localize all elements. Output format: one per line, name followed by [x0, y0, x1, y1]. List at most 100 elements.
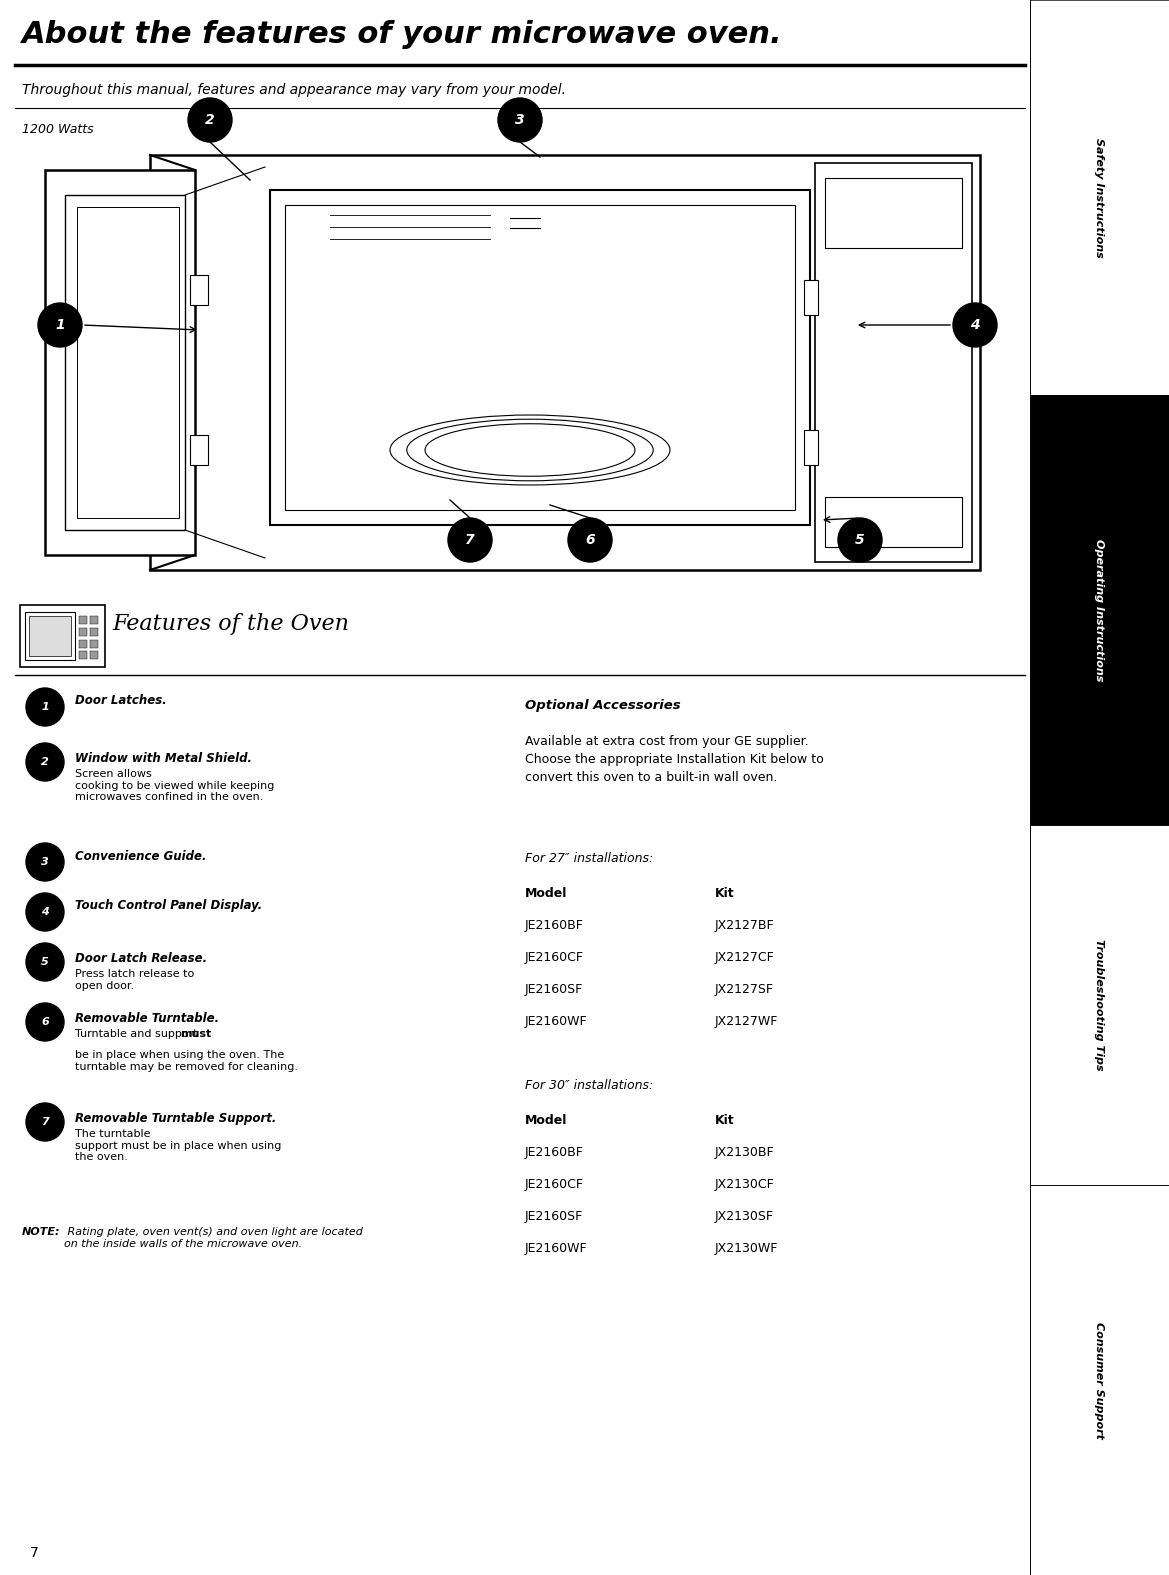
Text: 5: 5 — [856, 532, 865, 547]
Text: Window with Metal Shield.: Window with Metal Shield. — [75, 751, 253, 765]
Bar — [20, 605, 105, 666]
Text: 3: 3 — [516, 113, 525, 128]
Text: Rating plate, oven vent(s) and oven light are located
on the inside walls of the: Rating plate, oven vent(s) and oven ligh… — [64, 1227, 362, 1249]
Text: JE2160SF: JE2160SF — [525, 1210, 583, 1224]
Bar — [1030, 1184, 1169, 1575]
Circle shape — [26, 893, 64, 931]
Text: JE2160BF: JE2160BF — [525, 918, 583, 932]
Text: Features of the Oven: Features of the Oven — [112, 613, 350, 635]
Text: JX2130WF: JX2130WF — [715, 1243, 779, 1255]
Text: JX2130BF: JX2130BF — [715, 1147, 775, 1159]
Circle shape — [448, 518, 492, 562]
Text: Convenience Guide.: Convenience Guide. — [75, 849, 207, 863]
Text: JE2160WF: JE2160WF — [525, 1243, 588, 1255]
Text: Throughout this manual, features and appearance may vary from your model.: Throughout this manual, features and app… — [22, 83, 566, 98]
Text: For 27″ installations:: For 27″ installations: — [525, 852, 653, 865]
Bar — [1030, 395, 1169, 825]
Bar — [90, 616, 98, 625]
Text: JE2160CF: JE2160CF — [525, 1178, 584, 1191]
Text: 3: 3 — [41, 857, 49, 866]
Text: Removable Turntable.: Removable Turntable. — [75, 1013, 219, 1025]
Text: 4: 4 — [41, 907, 49, 917]
Text: 2: 2 — [41, 758, 49, 767]
Text: Screen allows
cooking to be viewed while keeping
microwaves confined in the oven: Screen allows cooking to be viewed while… — [75, 769, 275, 802]
Text: 7: 7 — [465, 532, 475, 547]
Text: JX2127WF: JX2127WF — [715, 1014, 779, 1028]
Circle shape — [26, 688, 64, 726]
Bar — [90, 639, 98, 647]
Circle shape — [26, 1003, 64, 1041]
Circle shape — [498, 98, 542, 142]
Text: JX2130SF: JX2130SF — [715, 1210, 774, 1224]
Text: JX2127BF: JX2127BF — [715, 918, 775, 932]
Text: JE2160BF: JE2160BF — [525, 1147, 583, 1159]
Circle shape — [26, 943, 64, 981]
Circle shape — [568, 518, 613, 562]
Bar — [77, 206, 179, 518]
Text: Optional Accessories: Optional Accessories — [525, 699, 680, 712]
Bar — [90, 628, 98, 636]
Bar — [79, 639, 87, 647]
Bar — [815, 162, 971, 562]
Text: Kit: Kit — [715, 1114, 734, 1128]
Bar — [29, 616, 71, 657]
Text: must: must — [180, 1028, 212, 1040]
Text: JE2160WF: JE2160WF — [525, 1014, 588, 1028]
Text: Operating Instructions: Operating Instructions — [1094, 539, 1105, 680]
Bar — [191, 276, 208, 306]
Text: Model: Model — [525, 887, 567, 899]
Text: Kit: Kit — [715, 887, 734, 899]
Text: Available at extra cost from your GE supplier.
Choose the appropriate Installati: Available at extra cost from your GE sup… — [525, 736, 824, 784]
Text: Touch Control Panel Display.: Touch Control Panel Display. — [75, 899, 262, 912]
Text: The turntable
support must be in place when using
the oven.: The turntable support must be in place w… — [75, 1129, 282, 1162]
Text: Removable Turntable Support.: Removable Turntable Support. — [75, 1112, 276, 1125]
Text: JX2130CF: JX2130CF — [715, 1178, 775, 1191]
Bar — [44, 170, 195, 554]
Circle shape — [953, 302, 997, 346]
Text: Safety Instructions: Safety Instructions — [1094, 137, 1105, 257]
Text: Turntable and support: Turntable and support — [75, 1028, 198, 1051]
Text: 5: 5 — [41, 958, 49, 967]
Text: NOTE:: NOTE: — [22, 1227, 61, 1236]
Bar — [270, 191, 810, 524]
Text: 1200 Watts: 1200 Watts — [22, 123, 94, 135]
Text: 6: 6 — [41, 1017, 49, 1027]
Bar — [1030, 0, 1169, 395]
Bar — [804, 280, 818, 315]
Text: 4: 4 — [970, 318, 980, 332]
Circle shape — [188, 98, 231, 142]
Text: About the features of your microwave oven.: About the features of your microwave ove… — [22, 20, 782, 49]
Text: JX2127CF: JX2127CF — [715, 951, 775, 964]
Text: Door Latch Release.: Door Latch Release. — [75, 951, 207, 965]
Bar — [25, 613, 75, 660]
Text: 1: 1 — [55, 318, 64, 332]
Bar — [79, 650, 87, 658]
Text: For 30″ installations:: For 30″ installations: — [525, 1079, 653, 1091]
Bar — [804, 430, 818, 465]
Circle shape — [26, 743, 64, 781]
Bar — [65, 195, 185, 531]
Text: 7: 7 — [30, 1547, 39, 1559]
Bar — [825, 178, 962, 247]
Text: JE2160CF: JE2160CF — [525, 951, 584, 964]
Text: be in place when using the oven. The
turntable may be removed for cleaning.: be in place when using the oven. The tur… — [75, 1051, 298, 1071]
Bar — [79, 616, 87, 625]
Text: JX2127SF: JX2127SF — [715, 983, 774, 995]
Circle shape — [26, 1102, 64, 1140]
Circle shape — [26, 843, 64, 880]
Circle shape — [838, 518, 881, 562]
Bar — [285, 205, 795, 510]
Text: 7: 7 — [41, 1117, 49, 1128]
Bar — [150, 154, 980, 570]
Text: 1: 1 — [41, 702, 49, 712]
Bar — [191, 435, 208, 465]
Bar — [90, 650, 98, 658]
Bar — [79, 628, 87, 636]
Text: JE2160SF: JE2160SF — [525, 983, 583, 995]
Text: Consumer Support: Consumer Support — [1094, 1321, 1105, 1438]
Text: Troubleshooting Tips: Troubleshooting Tips — [1094, 939, 1105, 1071]
Text: Door Latches.: Door Latches. — [75, 695, 167, 707]
Text: 6: 6 — [586, 532, 595, 547]
Bar — [825, 498, 962, 547]
Circle shape — [39, 302, 82, 346]
